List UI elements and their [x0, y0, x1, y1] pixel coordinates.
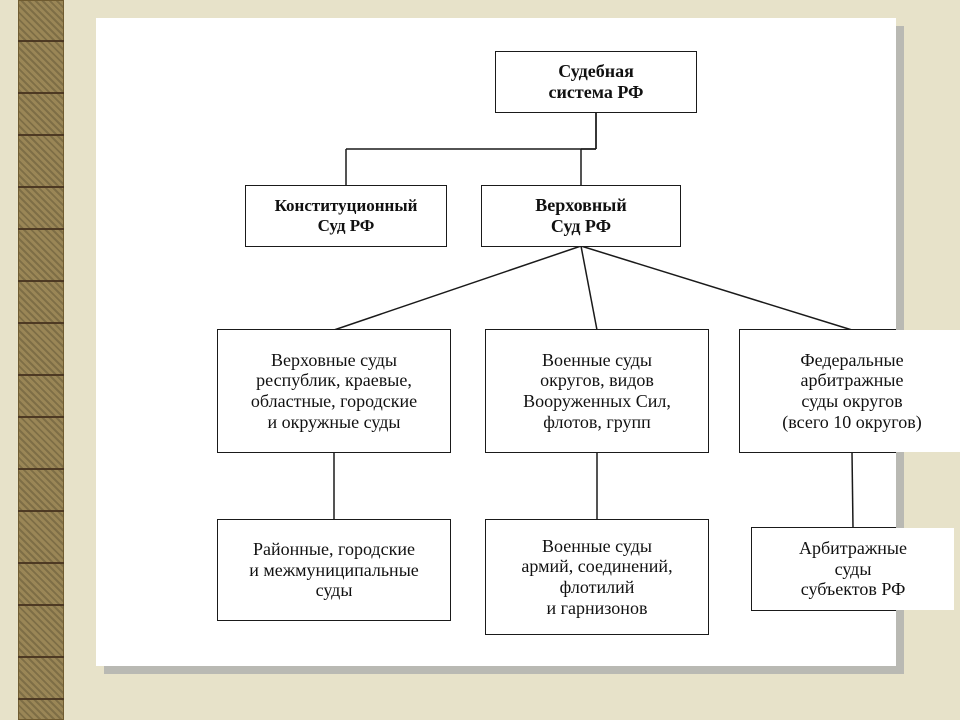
node-b1: Верховные судыреспублик, краевые,областн… [218, 330, 450, 452]
node-b2: Военные судыокругов, видовВооруженных Си… [486, 330, 708, 452]
node-c3: Арбитражныесудысубъектов РФ [752, 528, 954, 610]
node-label: Военные судыармий, соединений,флотилийи … [492, 536, 702, 619]
node-c1: Районные, городскиеи межмуниципальныесуд… [218, 520, 450, 620]
node-label: КонституционныйСуд РФ [252, 196, 440, 235]
node-label: Военные судыокругов, видовВооруженных Си… [492, 350, 702, 433]
node-label: Арбитражныесудысубъектов РФ [758, 538, 948, 600]
page: Судебнаясистема РФ КонституционныйСуд РФ В… [0, 0, 960, 720]
node-label: Федеральныеарбитражныесуды округов(всего… [746, 350, 958, 433]
node-root: Судебнаясистема РФ [496, 52, 696, 112]
node-const: КонституционныйСуд РФ [246, 186, 446, 246]
node-supreme: ВерховныйСуд РФ [482, 186, 680, 246]
node-b3: Федеральныеарбитражныесуды округов(всего… [740, 330, 960, 452]
node-label: Районные, городскиеи межмуниципальныесуд… [224, 539, 444, 601]
node-label: Верховные судыреспублик, краевые,областн… [224, 350, 444, 433]
diagram-panel: Судебнаясистема РФ КонституционныйСуд РФ В… [96, 18, 896, 666]
decorative-strip [18, 0, 64, 720]
node-c2: Военные судыармий, соединений,флотилийи … [486, 520, 708, 634]
node-label: Судебнаясистема РФ [502, 61, 690, 102]
node-label: ВерховныйСуд РФ [488, 195, 674, 236]
